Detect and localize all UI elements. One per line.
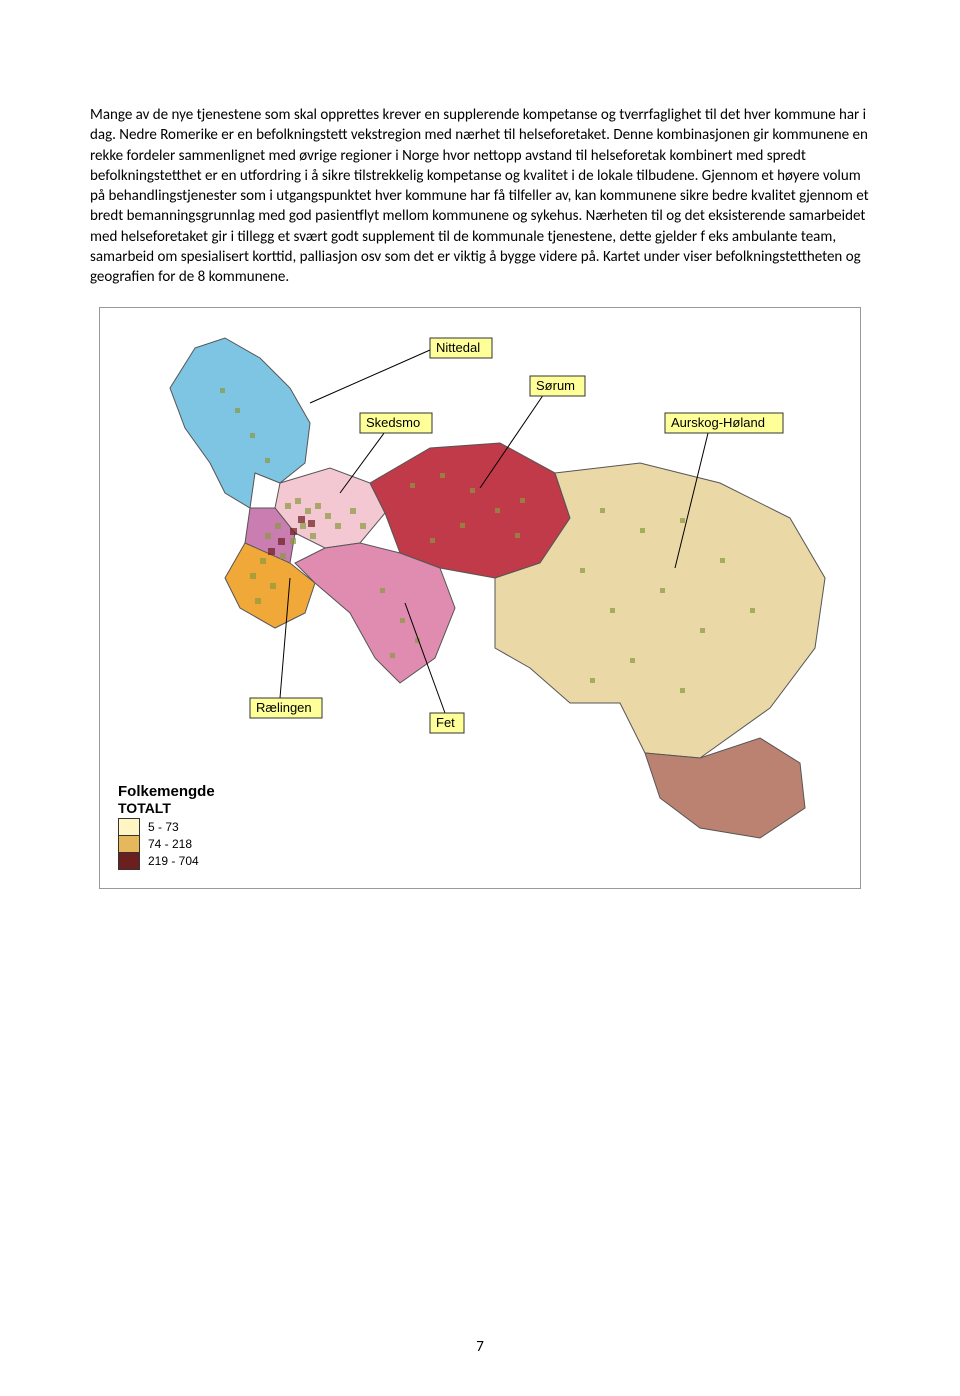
legend-range-1: 5 - 73 [140,819,200,836]
svg-text:Aurskog-Høland: Aurskog-Høland [671,415,765,430]
svg-text:Skedsmo: Skedsmo [366,415,420,430]
legend-swatch-2 [119,836,140,853]
legend-range-3: 219 - 704 [140,853,200,870]
map-legend: Folkemengde TOTALT 5 - 73 74 - 218 219 -… [118,783,215,870]
svg-text:Nittedal: Nittedal [436,340,480,355]
body-paragraph: Mange av de nye tjenestene som skal oppr… [90,105,870,287]
legend-swatch-3 [119,853,140,870]
page-number: 7 [0,1338,960,1356]
legend-swatch-1 [119,819,140,836]
legend-range-2: 74 - 218 [140,836,200,853]
svg-text:Rælingen: Rælingen [256,700,312,715]
svg-text:Sørum: Sørum [536,378,575,393]
legend-title-2: TOTALT [118,800,215,816]
map-figure: Nittedal Sørum Skedsmo Aurskog-Høland Ræ… [99,307,861,889]
legend-title-1: Folkemengde [118,783,215,800]
svg-text:Fet: Fet [436,715,455,730]
